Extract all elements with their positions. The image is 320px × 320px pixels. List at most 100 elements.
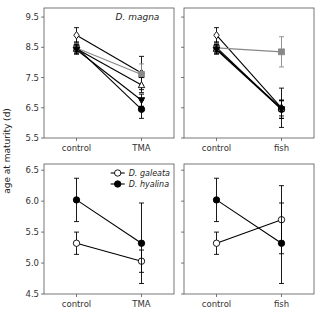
error-bar: [139, 203, 144, 283]
y-tick: [181, 138, 184, 139]
error-bar-cap: [214, 45, 219, 46]
series-line: [217, 47, 282, 109]
plot-frame: [184, 164, 314, 294]
marker: [138, 240, 144, 246]
error-bar: [74, 28, 79, 43]
y-tick-label: 5.0: [25, 258, 39, 268]
y-tick: [181, 201, 184, 202]
y-tick: [181, 107, 184, 108]
error-bar: [279, 88, 284, 127]
y-tick-label: 9.5: [25, 12, 39, 22]
x-tick-label: control: [202, 299, 231, 309]
error-bar-cap: [139, 56, 144, 57]
error-bar-cap: [139, 283, 144, 284]
y-tick: [41, 17, 44, 18]
x-tick-label: TMA: [131, 143, 151, 153]
y-tick: [41, 170, 44, 171]
error-bar-cap: [279, 88, 284, 89]
data-group: [73, 28, 144, 119]
error-bar-cap: [214, 27, 219, 28]
x-tick-label: fish: [274, 299, 289, 309]
y-tick: [181, 232, 184, 233]
series-line: [77, 49, 142, 85]
x-tick-label: fish: [274, 143, 289, 153]
error-bar-cap: [139, 203, 144, 204]
series-line: [217, 50, 282, 110]
error-bar-cap: [279, 185, 284, 186]
y-tick: [181, 294, 184, 295]
plot-frame: [184, 8, 314, 138]
error-bar-cap: [139, 63, 144, 64]
plot-frame: [44, 164, 174, 294]
error-bar-cap: [279, 36, 284, 37]
marker: [213, 240, 219, 246]
series-line: [217, 200, 282, 243]
error-bar: [279, 100, 284, 118]
series-line: [217, 220, 282, 244]
marker: [114, 170, 120, 176]
marker: [278, 106, 284, 112]
y-tick: [181, 47, 184, 48]
error-bar-cap: [139, 94, 144, 95]
marker: [73, 240, 79, 246]
error-bar-cap: [74, 45, 79, 46]
error-bar-cap: [139, 77, 144, 78]
error-bar: [74, 44, 79, 53]
error-bar: [139, 56, 144, 89]
error-bar-cap: [214, 178, 219, 179]
y-tick: [181, 77, 184, 78]
marker: [214, 32, 219, 39]
y-tick-label: 5.5: [25, 133, 39, 143]
error-bar: [214, 28, 219, 43]
chart: 5.56.57.58.59.5controlTMAD. magnaage at …: [0, 0, 320, 320]
error-bar-cap: [74, 254, 79, 255]
plot-frame: [44, 8, 174, 138]
y-tick: [181, 170, 184, 171]
y-tick: [41, 77, 44, 78]
series-line: [217, 48, 282, 52]
marker: [138, 82, 144, 88]
error-bar-cap: [214, 221, 219, 222]
error-bar-cap: [74, 27, 79, 28]
series-line: [217, 49, 282, 109]
panel: control fish: [181, 164, 314, 309]
error-bar: [214, 45, 219, 54]
y-tick: [41, 107, 44, 108]
data-group: [213, 28, 284, 128]
panel: controlfish: [181, 8, 314, 153]
y-tick-label: 6.0: [25, 196, 39, 206]
error-bar-cap: [139, 92, 144, 93]
error-bar-cap: [74, 41, 79, 42]
series-line: [77, 200, 142, 243]
error-bar: [279, 100, 284, 118]
marker: [74, 32, 79, 39]
y-tick-label: 6.5: [25, 103, 39, 113]
marker: [73, 47, 79, 53]
error-bar-cap: [74, 221, 79, 222]
error-bar-cap: [279, 100, 284, 101]
error-bar-cap: [74, 43, 79, 44]
error-bar-cap: [139, 106, 144, 107]
marker: [279, 49, 285, 55]
y-tick-label: 4.5: [25, 289, 39, 299]
y-tick: [41, 232, 44, 233]
series-line: [217, 35, 282, 108]
y-tick-label: 6.5: [25, 165, 39, 175]
error-bar-cap: [279, 127, 284, 128]
error-bar-cap: [279, 100, 284, 101]
y-tick: [41, 138, 44, 139]
marker: [139, 72, 145, 78]
error-bar-cap: [279, 118, 284, 119]
y-tick: [41, 294, 44, 295]
error-bar: [214, 232, 219, 254]
series-line: [77, 243, 142, 261]
legend: D. galeataD. hyalina: [111, 169, 170, 189]
y-tick: [41, 201, 44, 202]
marker: [213, 197, 219, 203]
legend-label: D. hyalina: [129, 180, 169, 189]
error-bar: [139, 78, 144, 93]
error-bar: [74, 232, 79, 254]
legend-item: D. hyalina: [111, 180, 169, 189]
x-tick: [76, 138, 77, 141]
x-tick: [141, 138, 142, 141]
